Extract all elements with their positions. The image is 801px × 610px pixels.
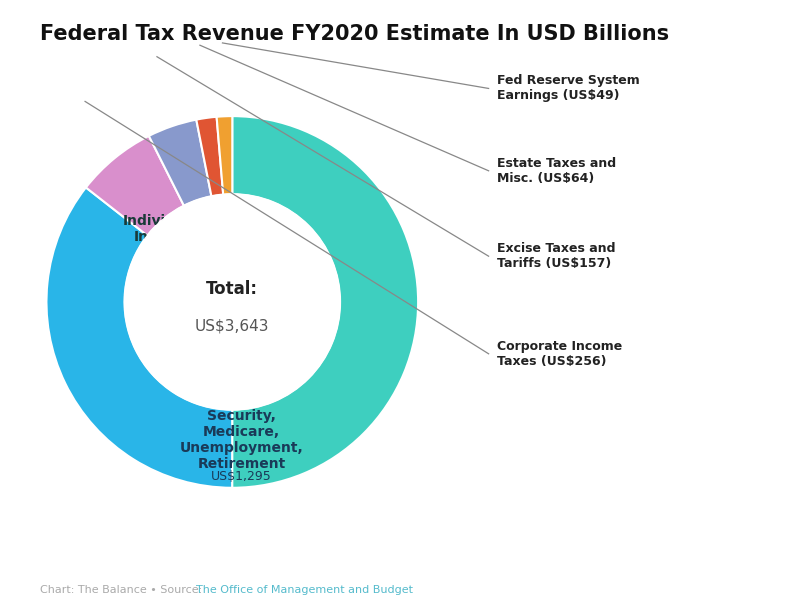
Wedge shape xyxy=(232,116,418,488)
Wedge shape xyxy=(46,187,232,488)
Wedge shape xyxy=(196,117,223,196)
Text: US$3,643: US$3,643 xyxy=(195,318,270,334)
Wedge shape xyxy=(216,116,232,195)
Text: Corporate Income
Taxes (US$256): Corporate Income Taxes (US$256) xyxy=(497,340,622,368)
Text: Chart: The Balance • Source:: Chart: The Balance • Source: xyxy=(40,585,206,595)
Text: Estate Taxes and
Misc. (US$64): Estate Taxes and Misc. (US$64) xyxy=(497,157,616,185)
Wedge shape xyxy=(86,136,184,235)
Text: Social
Security,
Medicare,
Unemployment,
Retirement: Social Security, Medicare, Unemployment,… xyxy=(179,393,304,472)
Text: The Office of Management and Budget: The Office of Management and Budget xyxy=(196,585,413,595)
Circle shape xyxy=(124,194,340,410)
Text: Individual
Income
Taxes: Individual Income Taxes xyxy=(123,214,200,260)
Text: Federal Tax Revenue FY2020 Estimate In USD Billions: Federal Tax Revenue FY2020 Estimate In U… xyxy=(40,24,669,45)
Text: Total:: Total: xyxy=(207,280,258,298)
Text: US$1,295: US$1,295 xyxy=(211,470,272,483)
Text: Excise Taxes and
Tariffs (US$157): Excise Taxes and Tariffs (US$157) xyxy=(497,242,615,270)
Text: Fed Reserve System
Earnings (US$49): Fed Reserve System Earnings (US$49) xyxy=(497,74,639,102)
Wedge shape xyxy=(149,120,211,206)
Text: US$1,822: US$1,822 xyxy=(131,284,192,297)
